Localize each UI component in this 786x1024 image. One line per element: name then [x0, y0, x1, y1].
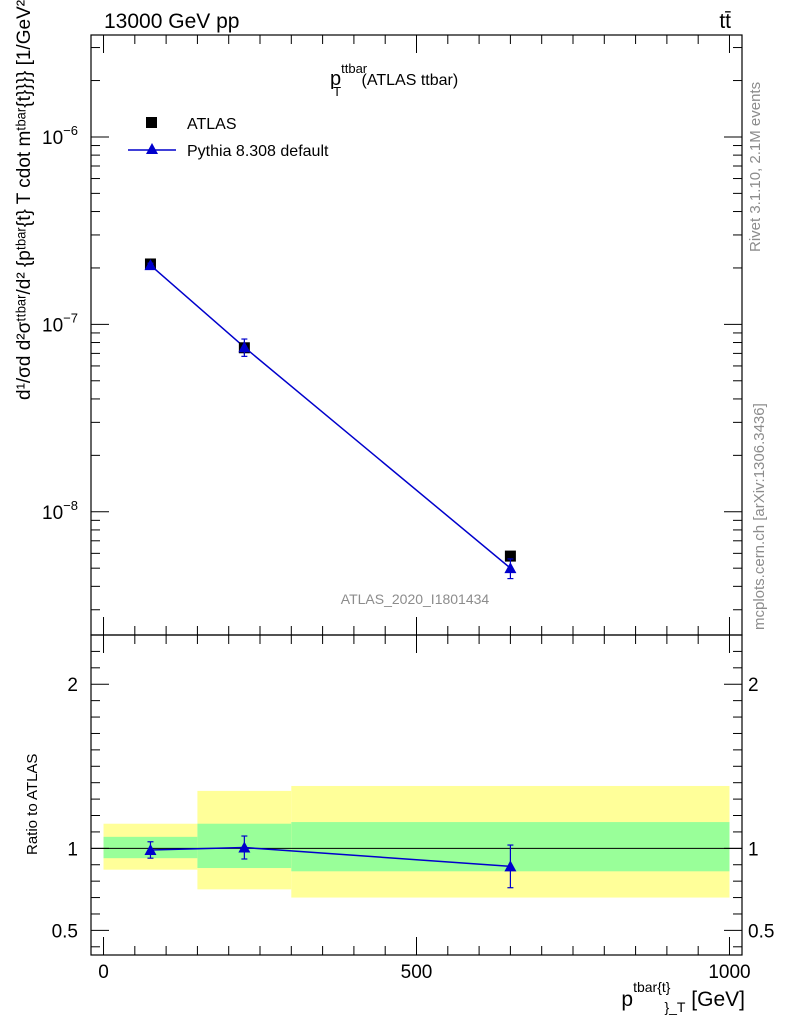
plot-title-sup: ttbar	[341, 61, 368, 76]
ratio-y-tick-label-right: 2	[748, 675, 759, 696]
plot-title: pttbar T (ATLAS ttbar)	[330, 61, 458, 99]
legend-pythia-label: Pythia 8.308 default	[187, 143, 329, 160]
x-axis-ticks: 0 500 1000	[98, 35, 751, 983]
ratio-data-point	[144, 843, 157, 855]
pythia-data-point	[238, 341, 251, 353]
main-y-tick-exp: −8	[63, 498, 78, 513]
atlas-data-point	[504, 550, 516, 562]
main-y-tick-base: 10	[42, 315, 63, 336]
ratio-data-marks	[144, 835, 517, 889]
y-axis-label: d¹/σd d²σᵗᵗᵇᵃʳ/d² {pᵗᵇᵃʳ{t} T cdot mᵗᵇᵃʳ…	[14, 0, 35, 400]
analysis-watermark: ATLAS_2020_I1801434	[341, 591, 490, 607]
x-label-sup: tbar{t}	[633, 979, 671, 995]
pythia-data-point	[504, 562, 517, 574]
main-y-tick-exp: −7	[63, 310, 78, 325]
main-y-tick-base: 10	[42, 128, 63, 149]
main-y-tick-exp: −6	[63, 123, 78, 138]
main-axis-ticks: 10−810−710−6	[42, 47, 742, 611]
pythia-series-line	[149, 264, 511, 569]
legend-pythia-marker	[146, 143, 158, 154]
legend-atlas-label: ATLAS	[187, 116, 237, 133]
ratio-y-tick-label: 2	[67, 675, 78, 696]
x-label-sub: }_T	[664, 999, 685, 1015]
x-tick-label: 500	[401, 962, 433, 983]
energy-label: 13000 GeV pp	[104, 10, 239, 33]
rivet-label: Rivet 3.1.10, 2.1M events	[747, 82, 764, 252]
plot-title-main: p	[330, 68, 341, 90]
process-label: tt̄	[719, 10, 731, 33]
x-label-main: p	[621, 988, 633, 1011]
ratio-axis-label: Ratio to ATLAS	[24, 754, 41, 855]
ratio-y-tick-label-right: 1	[748, 839, 759, 860]
mcplots-label: mcplots.cern.ch [arXiv:1306.3436]	[751, 403, 768, 630]
main-data-marks	[144, 258, 517, 580]
ratio-y-tick-label: 1	[67, 839, 78, 860]
ratio-y-tick-label-right: 0.5	[748, 921, 774, 942]
main-y-tick-label: 10−6	[42, 123, 78, 149]
main-y-tick-label: 10−7	[42, 310, 78, 336]
plot-title-suffix: (ATLAS ttbar)	[357, 72, 458, 89]
legend-atlas-marker	[146, 117, 157, 128]
ratio-data-point	[504, 860, 517, 872]
pythia-data-point	[144, 259, 157, 271]
main-y-tick-label: 10−8	[42, 498, 78, 524]
x-tick-label: 0	[98, 962, 109, 983]
ratio-y-tick-label: 0.5	[52, 921, 78, 942]
x-axis-label: ptbar{t} }_T [GeV]	[621, 979, 745, 1015]
x-label-unit: [GeV]	[685, 988, 745, 1011]
plot-title-sub: T	[333, 84, 341, 99]
main-y-tick-base: 10	[42, 503, 63, 524]
ratio-bands	[103, 785, 730, 898]
x-tick-label: 1000	[708, 962, 750, 983]
ratio-data-point	[238, 841, 251, 853]
